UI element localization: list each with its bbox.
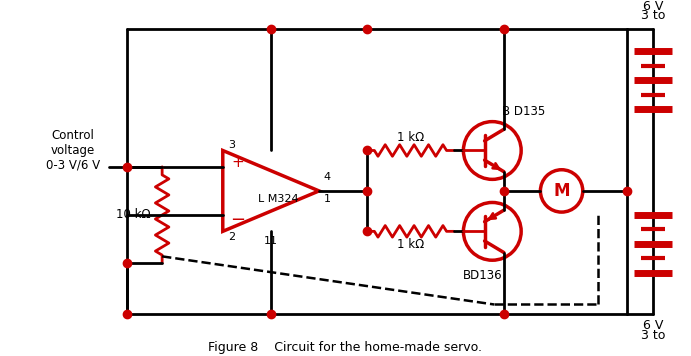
- Text: Figure 8    Circuit for the home-made servo.: Figure 8 Circuit for the home-made servo…: [209, 341, 482, 354]
- Text: 2: 2: [229, 232, 236, 242]
- Text: 6 V: 6 V: [643, 0, 663, 12]
- Text: 3: 3: [229, 140, 236, 150]
- Text: Control
voltage
0-3 V/6 V: Control voltage 0-3 V/6 V: [46, 129, 100, 172]
- Text: 3 to: 3 to: [641, 9, 665, 22]
- Text: L M324: L M324: [258, 194, 299, 204]
- Text: 6 V: 6 V: [643, 319, 663, 332]
- Text: 1 kΩ: 1 kΩ: [397, 131, 424, 143]
- Text: +: +: [231, 155, 245, 169]
- Text: 4: 4: [324, 172, 331, 182]
- Text: M: M: [553, 182, 570, 200]
- Text: BD136: BD136: [463, 269, 502, 282]
- Text: 10 kΩ: 10 kΩ: [116, 209, 151, 221]
- Text: −: −: [231, 211, 246, 229]
- Text: 11: 11: [264, 236, 278, 246]
- Text: B D135: B D135: [502, 105, 545, 119]
- Text: 3 to: 3 to: [641, 329, 665, 342]
- Text: 1: 1: [324, 194, 331, 204]
- Text: 1 kΩ: 1 kΩ: [397, 238, 424, 251]
